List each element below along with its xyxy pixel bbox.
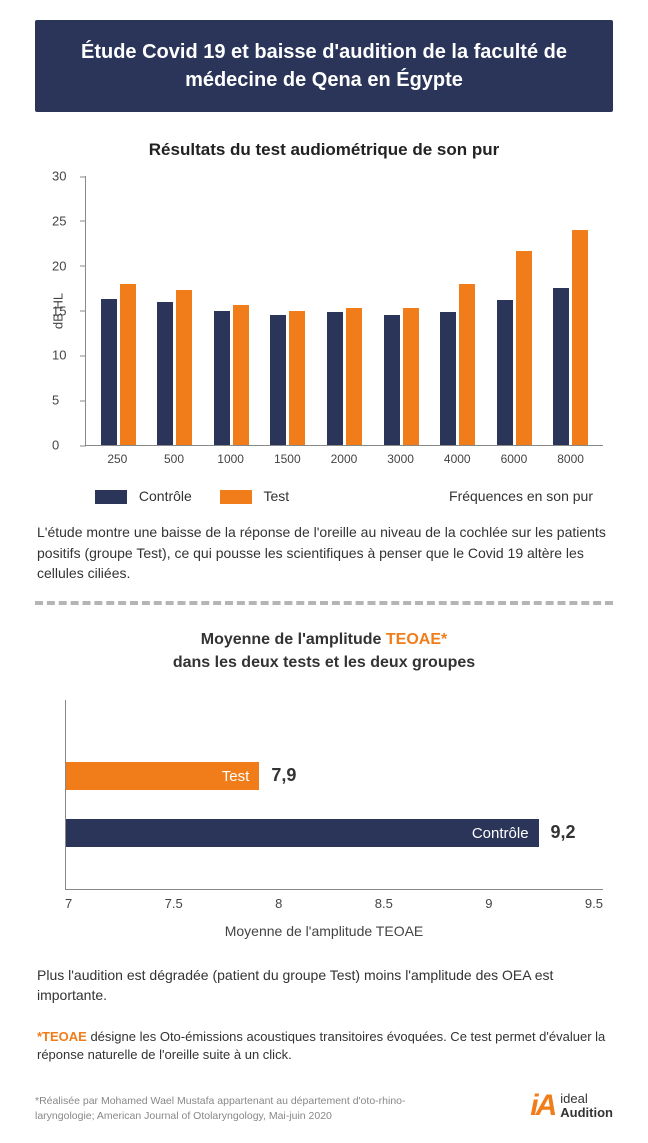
hbar: Contrôle [66, 819, 539, 847]
swatch-test [220, 490, 252, 504]
bar [289, 311, 305, 446]
bar [157, 302, 173, 445]
chart1-xlabel: Fréquences en son pur [449, 488, 593, 504]
bar [233, 305, 249, 445]
bar [440, 312, 456, 445]
bar-chart: dB HL 051015202530 [85, 176, 603, 446]
paragraph-2: Plus l'audition est dégradée (patient du… [37, 965, 611, 1006]
chart2-xlabel: Moyenne de l'amplitude TEOAE [35, 923, 613, 939]
bar [214, 311, 230, 446]
legend-test: Test [220, 488, 289, 504]
swatch-controle [95, 490, 127, 504]
chart2-xticks: 77.588.599.5 [65, 896, 603, 911]
chart2-title-line1: Moyenne de l'amplitude [201, 631, 386, 648]
legend-label-controle: Contrôle [139, 488, 192, 504]
bar [553, 288, 569, 445]
legend-controle: Contrôle [95, 488, 192, 504]
bar [497, 300, 513, 445]
bar [120, 284, 136, 445]
chart1-xticks: 2505001000150020003000400060008000 [85, 446, 603, 466]
bar [403, 308, 419, 445]
hbar-value: 7,9 [271, 765, 296, 786]
logo-line1: ideal [560, 1091, 587, 1106]
bar [101, 299, 117, 445]
hbar-value: 9,2 [551, 822, 576, 843]
bar [346, 308, 362, 445]
footnote: *TEOAE désigne les Oto-émissions acousti… [37, 1028, 611, 1066]
logo-mark-icon: iA [530, 1089, 554, 1123]
footnote-star: *TEOAE [37, 1029, 87, 1044]
hbar: Test [66, 762, 259, 790]
bar [572, 230, 588, 445]
source-citation: *Réalisée par Mohamed Wael Mustafa appar… [35, 1094, 465, 1123]
logo-line2: Audition [560, 1105, 613, 1120]
bar [270, 315, 286, 445]
chart2-title: Moyenne de l'amplitude TEOAE* dans les d… [35, 629, 613, 674]
chart1-legend: Contrôle Test Fréquences en son pur [95, 488, 613, 504]
chart1-title: Résultats du test audiométrique de son p… [35, 140, 613, 160]
paragraph-1: L'étude montre une baisse de la réponse … [37, 522, 611, 583]
footnote-text: désigne les Oto-émissions acoustiques tr… [37, 1029, 605, 1063]
page-title: Étude Covid 19 et baisse d'audition de l… [35, 20, 613, 112]
section-divider [35, 601, 613, 605]
bar [176, 290, 192, 445]
chart2-title-line2: dans les deux tests et les deux groupes [173, 654, 475, 671]
teoae-highlight: TEOAE* [386, 631, 447, 648]
bar [459, 284, 475, 445]
bar [516, 251, 532, 445]
logo-text: ideal Audition [560, 1092, 613, 1121]
hbar-chart: Test 7,9 Contrôle 9,2 [65, 700, 603, 890]
brand-logo: iA ideal Audition [530, 1089, 613, 1123]
bar [384, 315, 400, 445]
legend-label-test: Test [263, 488, 289, 504]
bar [327, 312, 343, 445]
